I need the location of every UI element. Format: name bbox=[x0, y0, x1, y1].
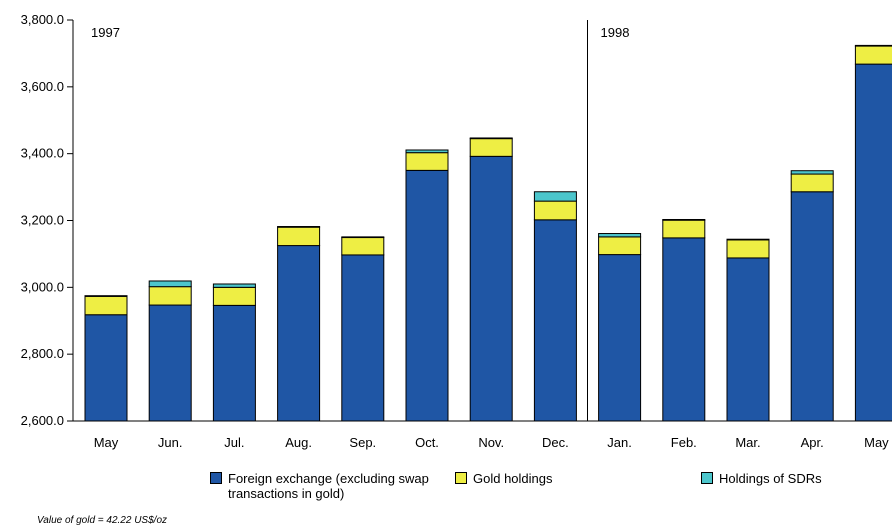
bar-segment-foreign-exchange bbox=[469, 155, 513, 422]
x-tick-label: Oct. bbox=[415, 435, 439, 450]
bar-segment-foreign-exchange bbox=[341, 254, 385, 422]
bar-stack bbox=[854, 44, 892, 422]
footnote: Value of gold = 42.22 US$/oz bbox=[37, 515, 167, 526]
bar-stack bbox=[212, 283, 256, 422]
x-axis-labels: May Jun. Jul. Aug. Sep. Oct. Nov. Dec. Jan. Feb. M… bbox=[94, 435, 889, 450]
bar-segment-gold bbox=[662, 219, 706, 239]
y-axis: 2,600.0 2,800.0 3,000.0 3,200.0 3,400.0 3,600… bbox=[21, 12, 892, 428]
x-tick-label: Mar. bbox=[735, 435, 760, 450]
bar-segment-sdr bbox=[84, 295, 128, 297]
year-markers: 1997 1998 bbox=[91, 20, 629, 421]
bar-stack bbox=[469, 137, 513, 422]
bar-stack bbox=[598, 233, 642, 422]
bar-segment-gold bbox=[726, 239, 770, 259]
bar-segment-foreign-exchange bbox=[277, 245, 321, 422]
bar-segment-sdr bbox=[212, 283, 256, 288]
bar-segment-sdr bbox=[854, 44, 892, 47]
x-tick-label: May bbox=[94, 435, 119, 450]
bar-segment-sdr bbox=[148, 280, 192, 288]
bar-segment-sdr bbox=[533, 191, 577, 202]
x-tick-label: Sep. bbox=[349, 435, 376, 450]
bar-segment-sdr bbox=[662, 218, 706, 221]
bar-segment-gold bbox=[405, 152, 449, 171]
x-tick-label: Jan. bbox=[607, 435, 632, 450]
bar-stack bbox=[726, 238, 770, 422]
year-label: 1997 bbox=[91, 25, 120, 40]
bar-stack bbox=[790, 170, 834, 422]
bar-segment-gold bbox=[469, 138, 513, 157]
bar-segment-gold bbox=[341, 237, 385, 256]
bar-segment-gold bbox=[148, 286, 192, 306]
bar-segment-sdr bbox=[341, 236, 385, 239]
bar-segment-gold bbox=[854, 45, 892, 65]
y-tick-label: 3,600.0 bbox=[21, 79, 64, 94]
bar-segment-sdr bbox=[726, 238, 770, 241]
bar-segment-foreign-exchange bbox=[84, 314, 128, 422]
bar-segment-gold bbox=[790, 173, 834, 193]
x-tick-label: Apr. bbox=[801, 435, 824, 450]
bar-stack bbox=[148, 280, 192, 422]
y-tick-label: 3,000.0 bbox=[21, 279, 64, 294]
y-tick-label: 3,200.0 bbox=[21, 213, 64, 228]
year-label: 1998 bbox=[601, 25, 630, 40]
x-tick-label: Feb. bbox=[671, 435, 697, 450]
bar-segment-sdr bbox=[469, 137, 513, 140]
x-tick-label: Aug. bbox=[285, 435, 312, 450]
bar-segment-foreign-exchange bbox=[790, 191, 834, 422]
bar-segment-sdr bbox=[405, 149, 449, 154]
y-tick-label: 3,400.0 bbox=[21, 146, 64, 161]
bar-segment-gold bbox=[598, 236, 642, 256]
x-tick-label: Jun. bbox=[158, 435, 183, 450]
x-tick-label: Nov. bbox=[478, 435, 504, 450]
bar-segment-gold bbox=[84, 295, 128, 316]
bar-segment-sdr bbox=[277, 226, 321, 228]
bar-stack bbox=[405, 149, 449, 422]
bar-segment-sdr bbox=[598, 233, 642, 238]
y-tick-label: 2,800.0 bbox=[21, 346, 64, 361]
bar-stack bbox=[84, 295, 128, 422]
bar-segment-foreign-exchange bbox=[854, 63, 892, 422]
bar-stack bbox=[662, 218, 706, 422]
bar-segment-sdr bbox=[790, 170, 834, 175]
bar-stack bbox=[277, 226, 321, 422]
x-tick-label: Jul. bbox=[224, 435, 244, 450]
bar-segment-gold bbox=[277, 226, 321, 247]
bar-segment-foreign-exchange bbox=[405, 169, 449, 422]
x-tick-label: Dec. bbox=[542, 435, 569, 450]
bar-segment-gold bbox=[533, 200, 577, 221]
bar-segment-foreign-exchange bbox=[533, 219, 577, 422]
bars bbox=[84, 44, 892, 422]
bar-segment-foreign-exchange bbox=[148, 304, 192, 422]
bar-stack bbox=[533, 191, 577, 422]
bar-segment-foreign-exchange bbox=[662, 237, 706, 422]
x-tick-label: May bbox=[864, 435, 889, 450]
bar-segment-gold bbox=[212, 286, 256, 306]
bar-segment-foreign-exchange bbox=[212, 304, 256, 422]
bar-segment-foreign-exchange bbox=[726, 257, 770, 422]
bar-segment-foreign-exchange bbox=[598, 254, 642, 422]
y-tick-label: 3,800.0 bbox=[21, 12, 64, 27]
y-tick-label: 2,600.0 bbox=[21, 413, 64, 428]
bar-stack bbox=[341, 236, 385, 422]
